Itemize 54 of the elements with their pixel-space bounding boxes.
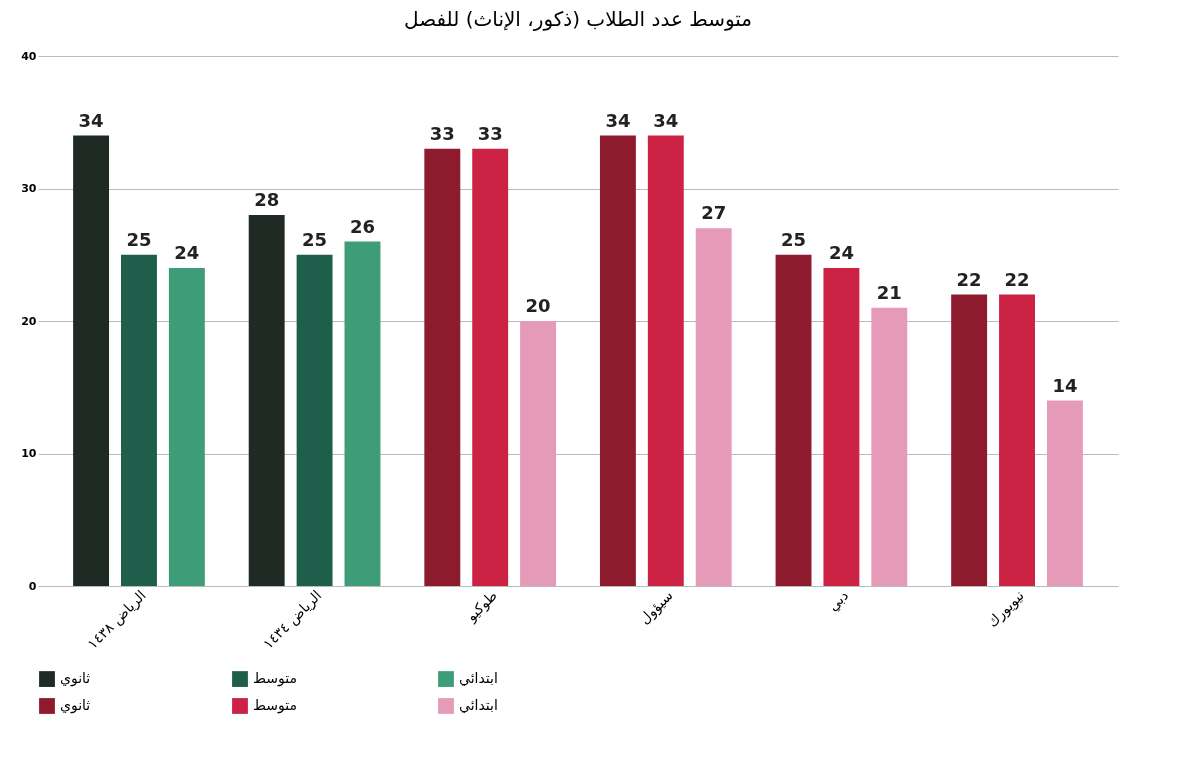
data-label: 14: [1052, 374, 1078, 396]
x-tick-label: الرياض ١٤٣٨: [84, 587, 150, 653]
bar: [871, 307, 908, 586]
x-tick-label: نيويورك: [983, 587, 1028, 631]
legend-label: ثانوي: [60, 670, 91, 688]
chart-title: متوسط عدد الطلاب (ذكور، الإناث) للفصل: [403, 7, 753, 31]
data-label: 24: [828, 242, 854, 263]
y-tick-label: 10: [21, 447, 37, 460]
bar: [951, 294, 988, 586]
y-tick-label: 30: [21, 182, 37, 195]
data-label: 25: [302, 228, 328, 250]
bar: [296, 254, 333, 586]
data-label: 34: [653, 109, 679, 131]
bar: [424, 148, 461, 586]
legend-label: متوسط: [253, 697, 297, 714]
y-tick-label: 0: [28, 579, 37, 593]
data-label: 33: [429, 122, 455, 144]
bar: [472, 148, 509, 586]
data-label: 34: [605, 109, 631, 131]
bar: [823, 268, 860, 586]
bar: [999, 294, 1035, 586]
bar: [695, 228, 732, 586]
bar: [344, 241, 381, 586]
bar: [775, 254, 812, 586]
data-label: 27: [701, 202, 727, 224]
data-label: 22: [1004, 268, 1030, 290]
legend-label: ابتدائي: [459, 670, 498, 688]
data-label: 33: [477, 122, 503, 144]
y-tick-label: 40: [21, 49, 37, 63]
legend-label: ثانوي: [60, 697, 91, 714]
bar: [121, 254, 157, 586]
bar: [248, 215, 285, 586]
data-label: 34: [78, 109, 104, 131]
legend-label: ابتدائي: [459, 697, 498, 714]
x-tick-label: سيؤول: [636, 587, 677, 628]
data-label: 22: [956, 268, 982, 290]
data-label: 21: [876, 281, 902, 303]
x-tick-label: دبي: [824, 587, 853, 615]
data-label: 25: [126, 228, 152, 250]
legend-label: متوسط: [253, 670, 297, 688]
data-label: 26: [349, 215, 376, 237]
y-tick-label: 20: [21, 314, 37, 328]
data-label: 20: [525, 295, 551, 316]
data-label: 28: [254, 189, 280, 210]
x-tick-label: طوكيو: [462, 587, 501, 626]
bar: [168, 268, 205, 586]
bar: [73, 135, 110, 586]
x-tick-label: الرياض ١٤٣٤: [259, 587, 326, 653]
data-label: 25: [780, 228, 807, 250]
bar: [1046, 400, 1083, 586]
data-label: 24: [174, 242, 200, 263]
bar: [599, 135, 636, 586]
bar: [520, 321, 557, 586]
bar: [647, 135, 684, 586]
